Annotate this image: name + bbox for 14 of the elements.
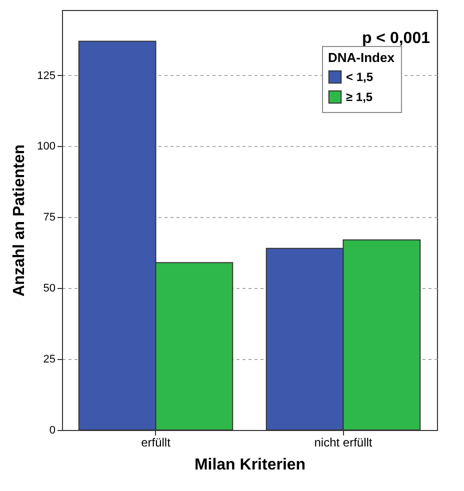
x-tick-label: erfüllt [141, 436, 172, 450]
legend-label: < 1,5 [346, 70, 374, 84]
legend-label: ≥ 1,5 [346, 90, 373, 104]
y-tick-label: 0 [49, 424, 56, 436]
x-axis-title: Milan Kriterien [194, 456, 306, 474]
y-tick-label: 75 [43, 212, 56, 224]
x-tick-label: nicht erfüllt [314, 436, 373, 450]
annotation: p < 0,001 [362, 30, 430, 47]
y-tick-label: 25 [43, 354, 56, 366]
legend-title: DNA-Index [328, 50, 396, 65]
y-axis-title: Anzahl an Patienten [11, 144, 28, 297]
y-tick-label: 100 [37, 140, 56, 153]
y-tick-label: 50 [43, 282, 56, 295]
y-tick-label: 125 [37, 70, 56, 82]
